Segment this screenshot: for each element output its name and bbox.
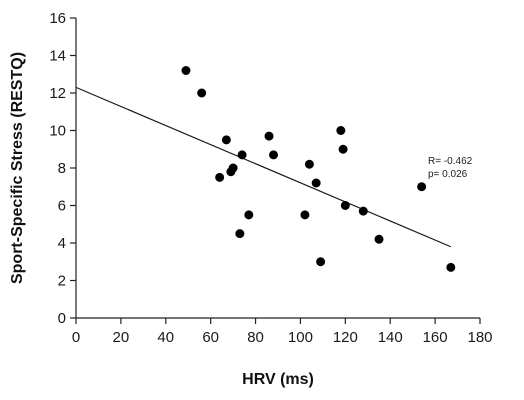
x-tick-label: 80 xyxy=(247,329,264,346)
data-point xyxy=(228,163,238,173)
data-point xyxy=(316,257,326,267)
x-tick-label: 120 xyxy=(333,329,358,346)
data-point xyxy=(264,131,274,141)
data-points xyxy=(181,66,456,272)
data-point xyxy=(235,229,245,239)
y-axis-title: Sport-Specific Stress (RESTQ) xyxy=(9,52,26,284)
data-point xyxy=(336,126,346,135)
axes xyxy=(75,18,480,319)
y-tick-label: 16 xyxy=(49,10,66,27)
data-point xyxy=(340,201,350,210)
data-point xyxy=(304,159,314,169)
x-tick-label: 100 xyxy=(288,329,313,346)
data-point xyxy=(300,210,310,220)
data-point xyxy=(374,234,384,244)
x-tick-label: 160 xyxy=(423,329,448,346)
ticks: 0 20 40 60 80 100 120 140 160 180 0 2 4 6 8 10 12 14 16 xyxy=(49,10,492,346)
y-tick-label: 6 xyxy=(58,198,66,215)
data-point xyxy=(221,135,231,145)
data-point xyxy=(197,88,207,98)
y-tick-label: 4 xyxy=(58,235,66,252)
annotation-p: p= 0.026 xyxy=(428,169,468,180)
y-tick-label: 0 xyxy=(58,310,66,327)
data-point xyxy=(244,210,254,220)
y-tick-label: 2 xyxy=(58,273,66,290)
annotation-r: R= -0.462 xyxy=(428,156,473,167)
data-point xyxy=(181,66,191,75)
data-point xyxy=(358,206,368,216)
x-tick-label: 60 xyxy=(202,329,219,346)
data-point xyxy=(338,144,348,154)
data-point xyxy=(237,150,247,160)
data-point xyxy=(446,262,456,272)
y-tick-label: 14 xyxy=(49,48,66,65)
x-axis-title: HRV (ms) xyxy=(242,371,314,388)
x-tick-label: 0 xyxy=(72,329,80,346)
data-point xyxy=(417,182,427,192)
x-tick-label: 40 xyxy=(157,329,174,346)
y-tick-label: 10 xyxy=(49,123,66,140)
x-tick-label: 20 xyxy=(113,329,130,346)
x-tick-label: 140 xyxy=(378,329,403,346)
data-point xyxy=(311,178,321,188)
data-point xyxy=(269,150,279,160)
x-tick-label: 180 xyxy=(467,329,492,346)
data-point xyxy=(215,172,225,182)
regression-line xyxy=(75,86,452,248)
y-tick-label: 12 xyxy=(49,85,66,102)
y-tick-label: 8 xyxy=(58,160,66,177)
